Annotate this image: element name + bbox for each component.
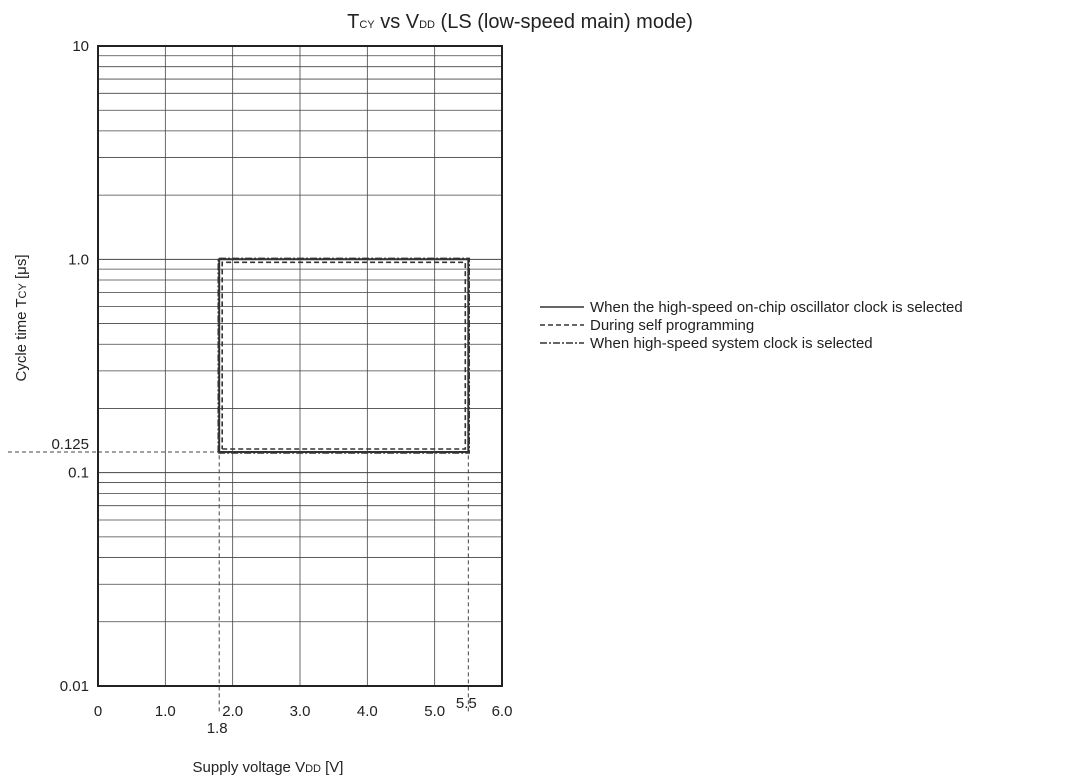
annotation-labels: 1.8 5.5 0.125 bbox=[51, 436, 476, 737]
y-tick-labels: 10 1.0 0.1 0.01 bbox=[60, 38, 89, 695]
chart-title: TCY vs VDD (LS (low-speed main) mode) bbox=[347, 11, 693, 33]
x-tick-label: 3.0 bbox=[290, 703, 311, 720]
y-axis-label: Cycle time TCY [μs] bbox=[13, 254, 30, 381]
legend-entry-label: During self programming bbox=[590, 317, 754, 334]
y-tick-label: 1.0 bbox=[68, 251, 89, 268]
annotation-label-x: 1.8 bbox=[207, 720, 228, 737]
x-tick-label: 5.0 bbox=[424, 703, 445, 720]
annotation-label-y: 0.125 bbox=[51, 436, 89, 453]
series-line-solid bbox=[218, 258, 470, 453]
legend: When the high-speed on-chip oscillator c… bbox=[540, 299, 963, 352]
legend-entry-label: When the high-speed on-chip oscillator c… bbox=[590, 299, 963, 316]
x-tick-label: 1.0 bbox=[155, 703, 176, 720]
plot-frame bbox=[97, 45, 503, 687]
y-tick-label: 0.01 bbox=[60, 678, 89, 695]
y-tick-label: 10 bbox=[72, 38, 89, 55]
series-lines bbox=[217, 257, 470, 454]
y-tick-label: 0.1 bbox=[68, 465, 89, 482]
x-tick-labels: 0 1.0 2.0 3.0 4.0 5.0 6.0 bbox=[94, 703, 513, 720]
annotation-label-x: 5.5 bbox=[456, 695, 477, 712]
x-tick-label: 4.0 bbox=[357, 703, 378, 720]
x-axis-label: Supply voltage VDD [V] bbox=[193, 759, 344, 776]
x-tick-label: 6.0 bbox=[492, 703, 513, 720]
series-line-dashdot bbox=[217, 257, 470, 454]
reference-lines bbox=[8, 259, 469, 712]
x-tick-label: 2.0 bbox=[222, 703, 243, 720]
legend-entry-label: When high-speed system clock is selected bbox=[590, 335, 873, 352]
grid bbox=[98, 46, 502, 686]
series-line-dashed bbox=[221, 261, 467, 450]
x-tick-label: 0 bbox=[94, 703, 102, 720]
